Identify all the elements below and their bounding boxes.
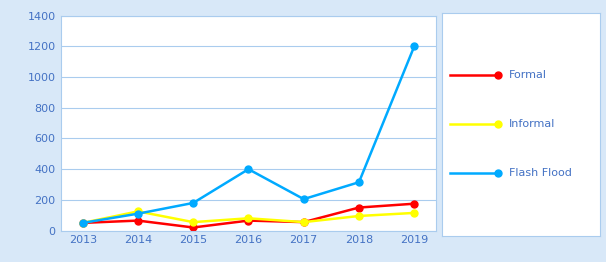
Flash Flood — [355, 181, 362, 184]
Flash Flood — [190, 201, 197, 205]
Line: Formal: Formal — [79, 200, 418, 231]
Informal — [411, 211, 418, 215]
Formal — [190, 226, 197, 229]
Line: Flash Flood: Flash Flood — [79, 43, 418, 226]
Formal — [300, 221, 307, 224]
Text: Formal: Formal — [508, 70, 547, 80]
Flash Flood — [79, 221, 86, 225]
Formal — [355, 206, 362, 209]
Flash Flood — [135, 212, 142, 215]
Informal — [245, 217, 252, 220]
Text: Flash Flood: Flash Flood — [508, 168, 571, 178]
Flash Flood — [411, 45, 418, 48]
Informal — [135, 210, 142, 213]
Formal — [135, 219, 142, 222]
Formal — [411, 202, 418, 205]
Formal — [79, 221, 86, 225]
Informal — [79, 221, 86, 225]
Informal — [355, 214, 362, 217]
Line: Informal: Informal — [79, 208, 418, 226]
Flash Flood — [245, 168, 252, 171]
Informal — [190, 221, 197, 224]
Formal — [245, 219, 252, 222]
Text: Informal: Informal — [508, 119, 555, 129]
Flash Flood — [300, 198, 307, 201]
Informal — [300, 221, 307, 224]
